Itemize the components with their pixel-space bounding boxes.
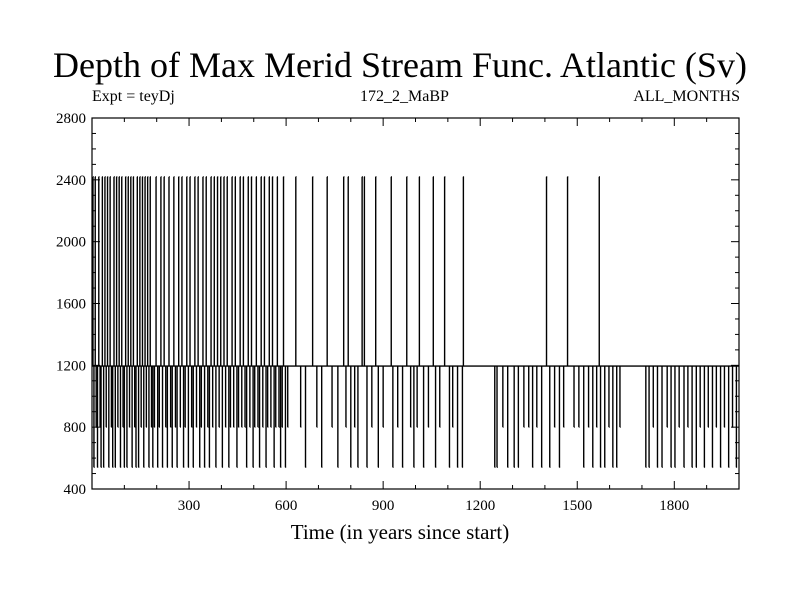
x-axis-label: Time (in years since start) [290, 520, 510, 544]
y-tick-label: 2800 [56, 111, 86, 127]
x-tick-label: 1500 [562, 498, 592, 514]
months-label: ALL_MONTHS [633, 88, 740, 105]
x-tick-label: 900 [372, 498, 395, 514]
x-tick-label: 600 [275, 498, 298, 514]
experiment-label: Expt = teyDj [92, 88, 175, 105]
x-tick-label: 1800 [659, 498, 689, 514]
x-tick-label: 300 [178, 498, 201, 514]
x-tick-label: 1200 [465, 498, 495, 514]
y-tick-label: 1200 [56, 358, 86, 374]
plot-frame [91, 117, 740, 490]
y-tick-label: 400 [64, 482, 87, 498]
chart-title: Depth of Max Merid Stream Func. Atlantic… [53, 45, 747, 85]
tick-layer [92, 117, 739, 490]
y-tick-label: 2400 [56, 173, 86, 189]
y-tick-label: 2000 [56, 235, 86, 251]
series-layer [92, 176, 739, 469]
y-tick-label: 1600 [56, 297, 86, 313]
y-tick-label: 800 [64, 420, 87, 436]
run-label: 172_2_MaBP [360, 88, 449, 105]
tick-label-layer: 400 800 1200 1600 2000 2400 2800 300 600 900 1200 1… [56, 111, 689, 514]
